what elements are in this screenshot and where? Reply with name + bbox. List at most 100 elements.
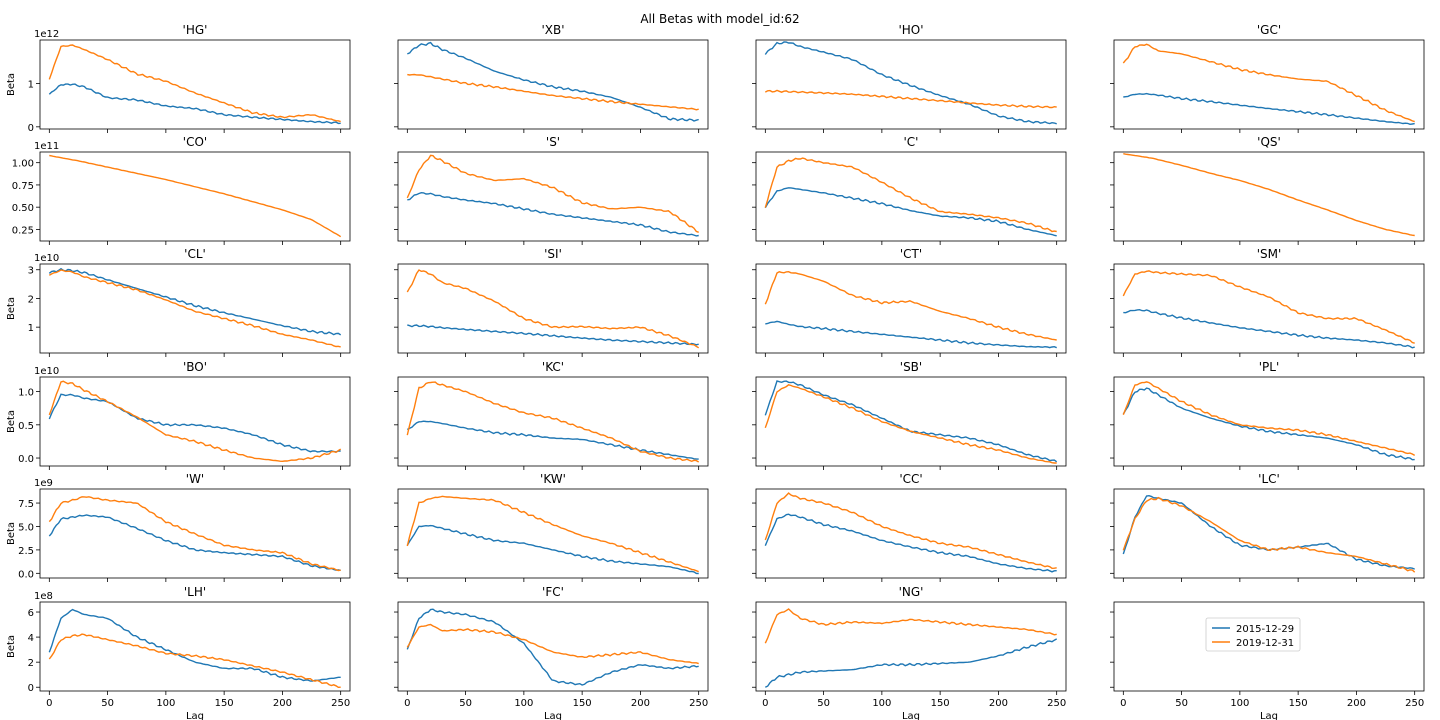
x-tick-label: 200 (273, 698, 292, 709)
series-line (48, 393, 341, 453)
series-line (407, 324, 699, 346)
series-line (1123, 92, 1415, 126)
series-line (1122, 494, 1415, 570)
subplot-title: 'CL' (184, 247, 206, 261)
subplot-panel: 0 50 100 150 200 250 'NG' Lag (752, 585, 1067, 720)
series-line (49, 154, 342, 238)
subplot-panel: 'PL' (1110, 360, 1425, 470)
x-tick-label: 100 (514, 698, 533, 709)
x-tick-label: 150 (1289, 698, 1308, 709)
x-tick-label: 200 (631, 698, 650, 709)
x-tick-label: 150 (931, 698, 950, 709)
axes-frame (39, 263, 351, 354)
axes-frame (1113, 376, 1425, 467)
y-tick-label: 2 (28, 658, 34, 669)
series-line (764, 89, 1057, 109)
subplot-panel: 'CC' (752, 472, 1067, 582)
figure-title: All Betas with model_id:62 (640, 12, 800, 26)
subplot-panel: 'GC' (1110, 23, 1425, 133)
axes-frame (397, 263, 709, 354)
series-line (764, 187, 1057, 237)
subplot-panel: 'S' (394, 135, 709, 245)
x-tick-label: 0 (1120, 698, 1126, 709)
subplot-title: 'SB' (900, 360, 922, 374)
axes-frame (755, 601, 1067, 692)
y-tick-label: 1.00 (12, 159, 34, 170)
axes-frame (1113, 39, 1425, 130)
subplot-title: 'QS' (1257, 135, 1281, 149)
x-tick-label: 150 (215, 698, 234, 709)
axes-frame (755, 151, 1067, 242)
y-tick-label: 1.0 (18, 388, 34, 399)
axes-frame (397, 488, 709, 579)
axes-frame (1113, 263, 1425, 354)
subplot-title: 'CT' (900, 247, 922, 261)
y-offset-label: 1e9 (34, 478, 53, 489)
y-tick-label: 2.5 (18, 546, 34, 557)
subplot-title: 'S' (546, 135, 560, 149)
series-line (48, 267, 342, 336)
axes-frame (39, 601, 351, 692)
subplot-panel: 'KW' (394, 472, 709, 582)
series-line (406, 623, 699, 665)
series-line (765, 320, 1057, 349)
axes-frame (39, 376, 351, 467)
x-tick-label: 250 (689, 698, 708, 709)
series-line (406, 154, 699, 233)
series-line (764, 513, 1057, 573)
series-line (764, 638, 1058, 688)
axes-frame (39, 151, 351, 242)
subplot-panel: 'LC' (1110, 472, 1425, 582)
series-line (764, 492, 1057, 570)
series-line (406, 420, 699, 460)
y-offset-label: 1e10 (34, 366, 59, 377)
y-offset-label: 1e10 (34, 253, 59, 264)
axes-frame (39, 39, 351, 130)
y-tick-label: 0.0 (18, 454, 34, 465)
y-tick-label: 5.0 (18, 522, 34, 533)
x-tick-label: 150 (573, 698, 592, 709)
subplot-title: 'HO' (898, 23, 923, 37)
x-tick-label: 250 (331, 698, 350, 709)
series-line (406, 608, 699, 686)
x-tick-label: 50 (101, 698, 114, 709)
y-axis-label: Beta (6, 410, 17, 433)
series-line (764, 157, 1057, 233)
subplot-panel: 'KC' (394, 360, 709, 470)
subplot-title: 'LC' (1258, 472, 1280, 486)
y-tick-label: 3 (28, 266, 34, 277)
x-axis-label: Lag (186, 711, 204, 720)
subplot-panel: 'QS' (1110, 135, 1425, 245)
series-line (48, 633, 341, 689)
x-tick-label: 250 (1047, 698, 1066, 709)
y-tick-label: 0.5 (18, 421, 34, 432)
series-line (48, 83, 341, 125)
axes-frame (39, 488, 351, 579)
x-tick-label: 50 (1175, 698, 1188, 709)
y-tick-label: 1 (28, 79, 34, 90)
series-line (1122, 270, 1415, 344)
series-line (407, 41, 699, 122)
x-tick-label: 100 (156, 698, 175, 709)
y-offset-label: 1e12 (34, 29, 59, 40)
axes-frame (397, 151, 709, 242)
axes-frame (1113, 151, 1425, 242)
y-tick-label: 0.0 (18, 569, 34, 580)
series-line (764, 41, 1057, 125)
y-tick-label: 2 (28, 294, 34, 305)
y-axis-label: Beta (6, 73, 17, 96)
legend: 2015-12-29 2019-12-31 (1205, 617, 1301, 652)
y-tick-label: 6 (28, 608, 34, 619)
x-tick-label: 250 (1405, 698, 1424, 709)
series-line (48, 608, 341, 682)
series-line (406, 269, 700, 349)
subplot-panel: 0 1 1e12 Beta 'HG' (6, 23, 351, 134)
subplot-panel: 'XB' (394, 23, 709, 133)
series-line (764, 380, 1058, 463)
series-line (407, 191, 699, 237)
y-tick-label: 0 (28, 683, 34, 694)
series-line (48, 380, 342, 463)
subplot-title: 'GC' (1257, 23, 1281, 37)
